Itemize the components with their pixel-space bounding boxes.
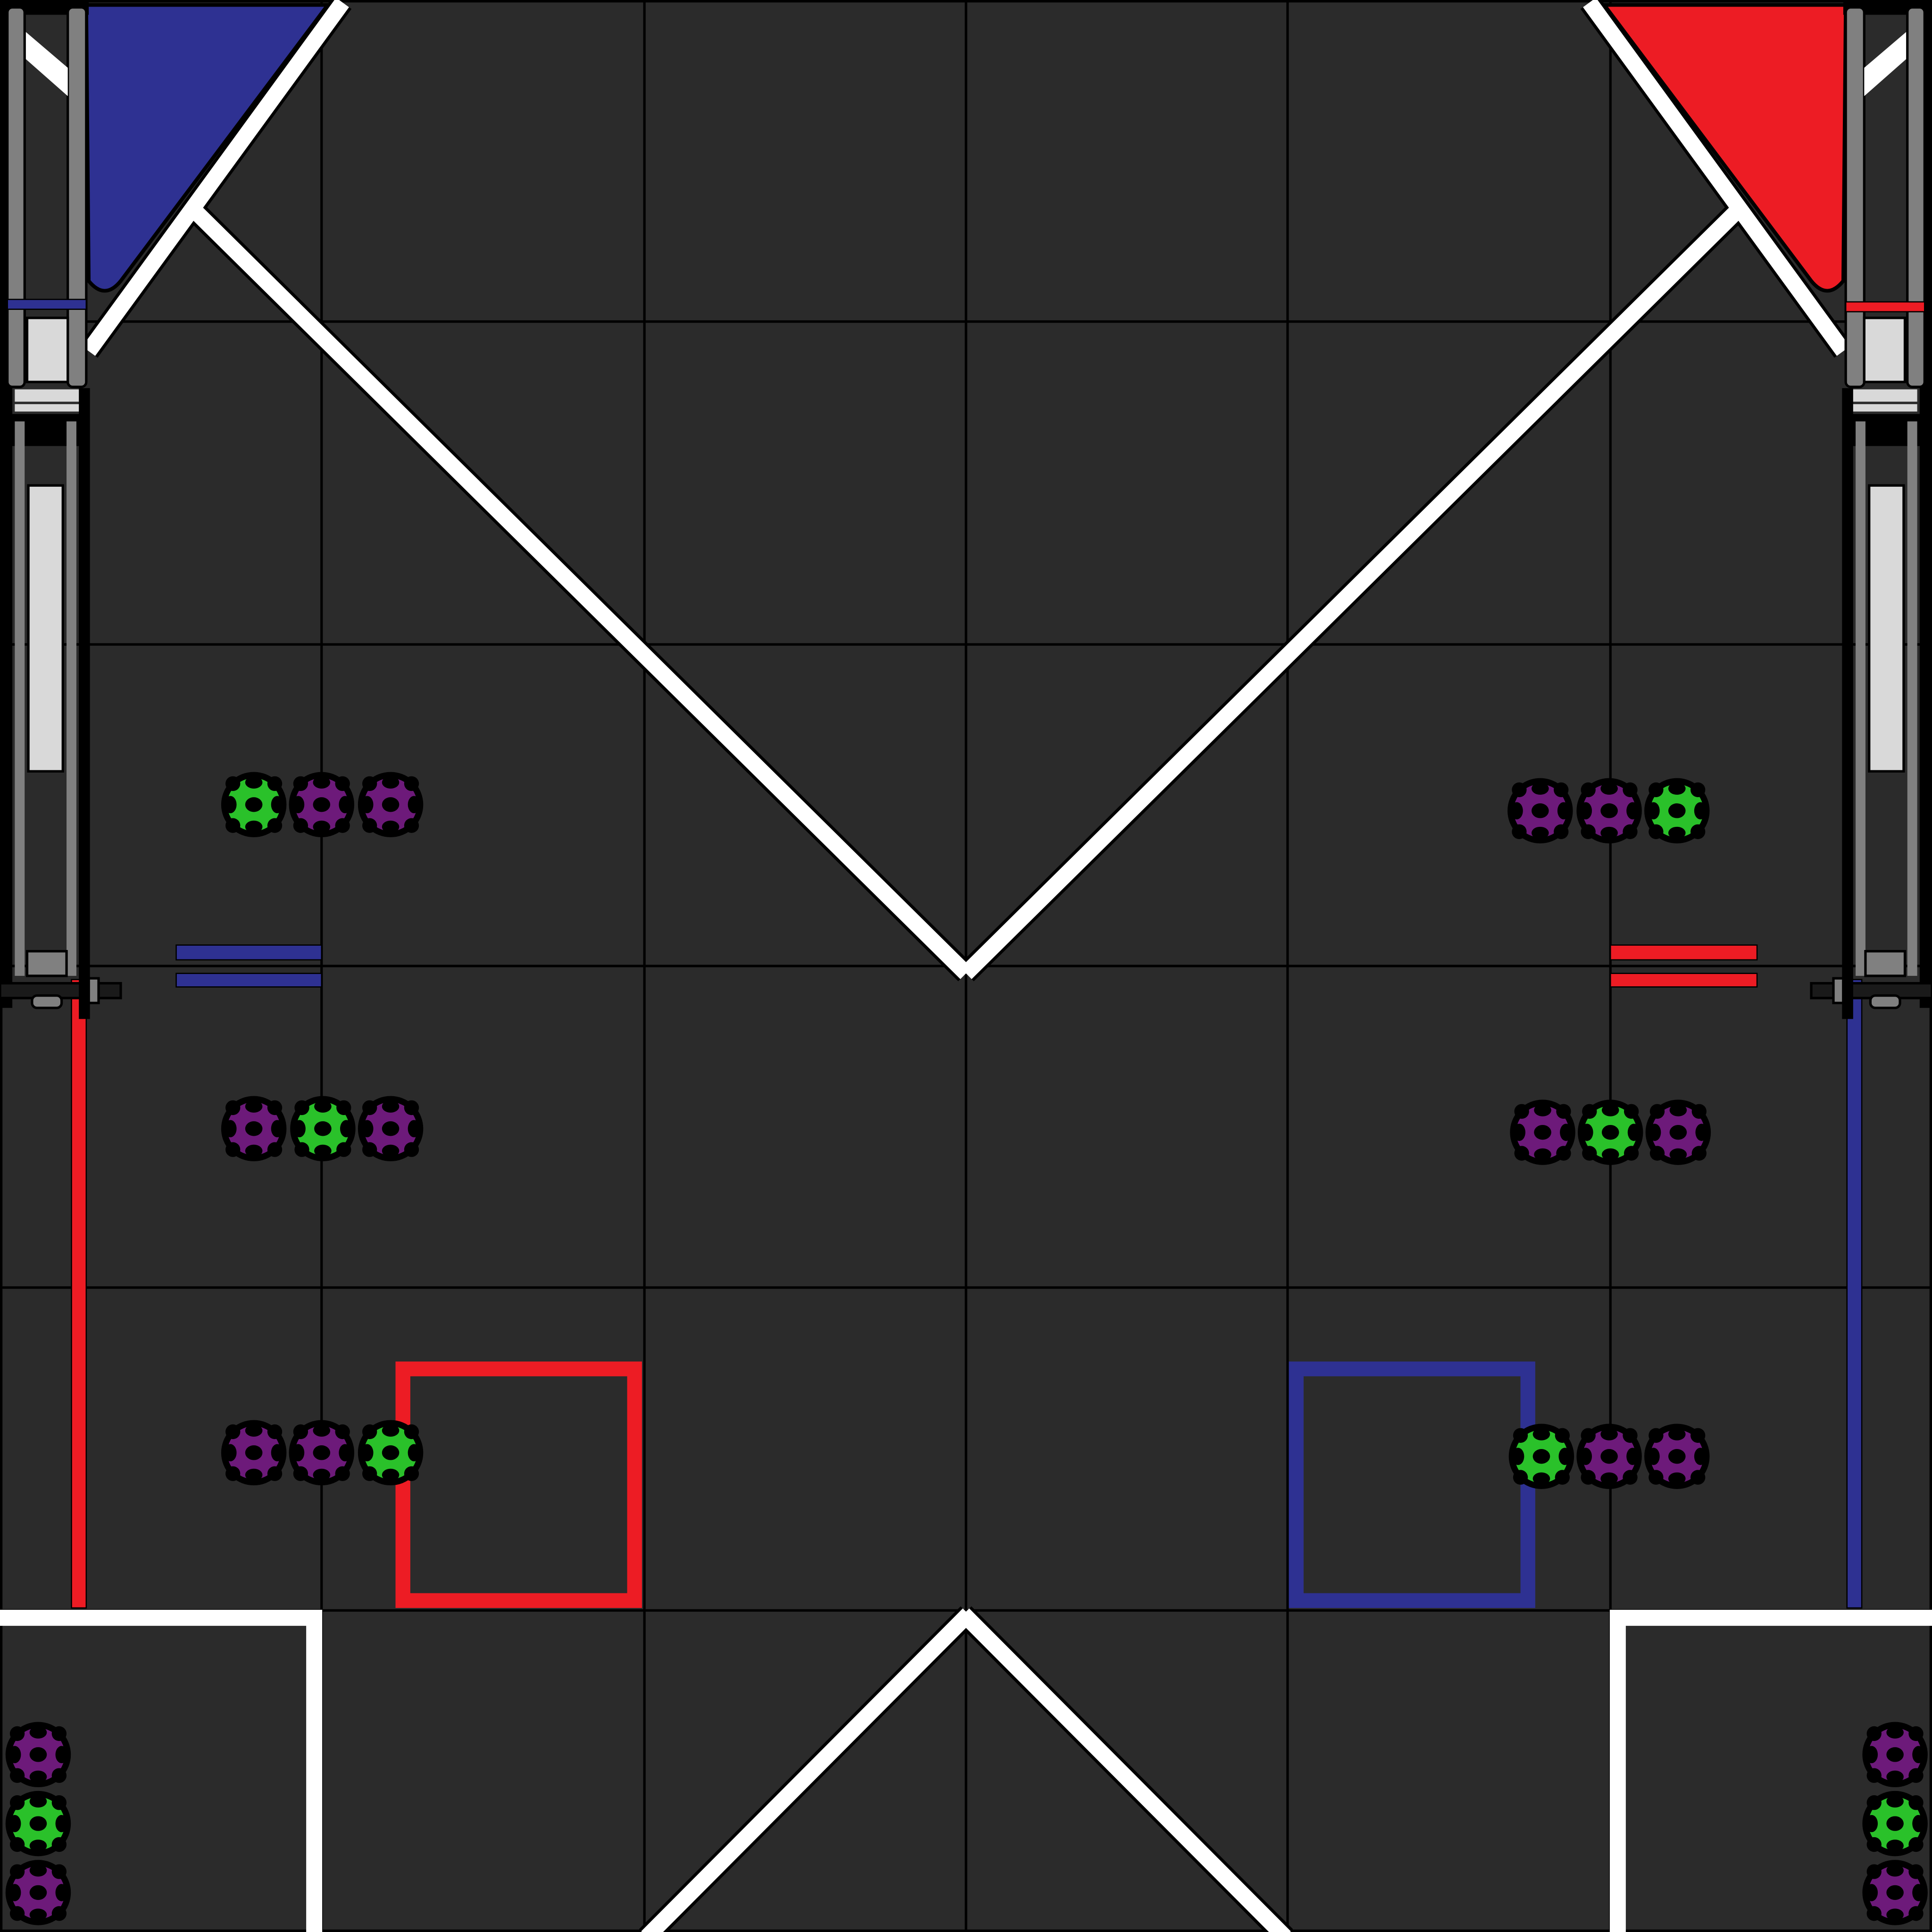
red-base-zone bbox=[395, 1361, 642, 1608]
purple-artifact[interactable] bbox=[1645, 1099, 1711, 1165]
blue-goal bbox=[84, 3, 332, 293]
blue-ramp bbox=[0, 0, 122, 1019]
green-artifact[interactable] bbox=[1577, 1099, 1643, 1165]
artifact-group bbox=[221, 1096, 424, 1162]
red-marker bbox=[1609, 944, 1758, 961]
artifact-group bbox=[1508, 1424, 1710, 1489]
red-alliance-tape bbox=[71, 979, 87, 1609]
blue-alliance-tape bbox=[1846, 979, 1863, 1609]
red-goal bbox=[1600, 3, 1848, 293]
artifacts bbox=[5, 772, 1928, 1925]
artifact-group bbox=[1510, 1099, 1711, 1165]
launch-line-right bbox=[960, 204, 1744, 979]
purple-artifact[interactable] bbox=[289, 1420, 355, 1486]
blue-marker bbox=[175, 973, 323, 988]
artifact-group bbox=[221, 1420, 424, 1486]
goal-edge-line-blue bbox=[82, 0, 349, 356]
purple-artifact[interactable] bbox=[5, 1860, 71, 1925]
purple-artifact[interactable] bbox=[1862, 1722, 1928, 1788]
purple-artifact[interactable] bbox=[1576, 1424, 1642, 1489]
small-launch-line-left bbox=[641, 1608, 974, 1932]
artifact-group bbox=[1862, 1722, 1928, 1925]
red-ramp bbox=[1810, 0, 1932, 1019]
purple-artifact[interactable] bbox=[1644, 1424, 1710, 1489]
green-artifact[interactable] bbox=[5, 1790, 71, 1857]
launch-line-left bbox=[188, 204, 972, 979]
loading-zone-left bbox=[0, 1609, 323, 1932]
purple-artifact[interactable] bbox=[1507, 778, 1573, 844]
green-artifact[interactable] bbox=[1508, 1424, 1574, 1489]
artifact-group bbox=[5, 1722, 71, 1925]
purple-artifact[interactable] bbox=[221, 1420, 287, 1486]
purple-artifact[interactable] bbox=[1576, 778, 1642, 844]
loading-zone-right bbox=[1609, 1609, 1932, 1932]
green-artifact[interactable] bbox=[358, 1420, 424, 1486]
purple-artifact[interactable] bbox=[1862, 1860, 1928, 1925]
purple-artifact[interactable] bbox=[1510, 1099, 1575, 1165]
artifact-group bbox=[221, 772, 424, 838]
purple-artifact[interactable] bbox=[358, 772, 424, 838]
small-launch-line-right bbox=[958, 1608, 1291, 1932]
blue-marker bbox=[175, 944, 323, 961]
green-artifact[interactable] bbox=[1862, 1790, 1928, 1857]
red-marker bbox=[1609, 973, 1758, 988]
green-artifact[interactable] bbox=[221, 772, 287, 838]
purple-artifact[interactable] bbox=[221, 1096, 287, 1162]
purple-artifact[interactable] bbox=[289, 772, 355, 838]
green-artifact[interactable] bbox=[1644, 778, 1710, 844]
purple-artifact[interactable] bbox=[358, 1096, 424, 1162]
purple-artifact[interactable] bbox=[5, 1722, 71, 1788]
goal-edge-line-red bbox=[1583, 0, 1850, 356]
artifact-group bbox=[1507, 778, 1710, 844]
green-artifact[interactable] bbox=[290, 1096, 356, 1162]
